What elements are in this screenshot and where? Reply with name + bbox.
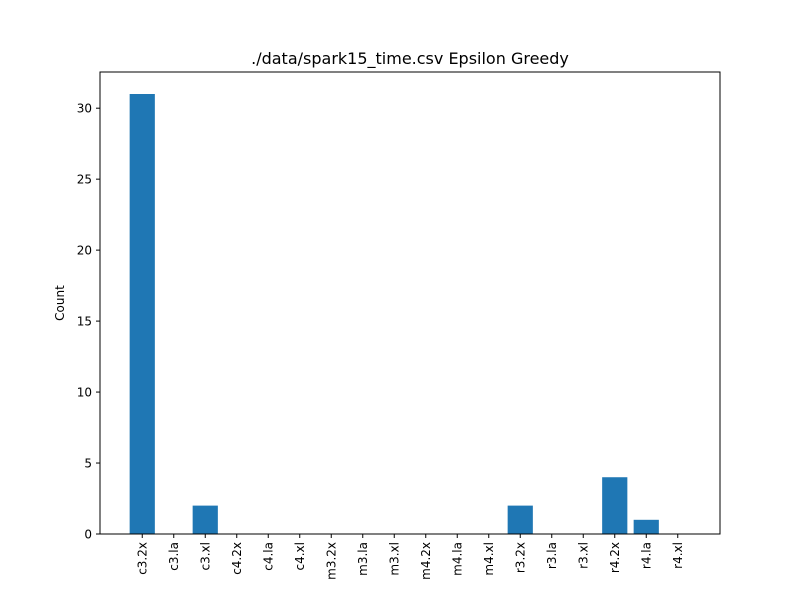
x-tick-label: c3.2x [135, 542, 149, 575]
x-tick-label: c4.xl [293, 542, 307, 570]
bar-r3.2x [507, 505, 533, 534]
x-tick-label: c3.xl [198, 542, 212, 570]
y-tick-label: 30 [77, 102, 92, 116]
y-tick-label: 0 [84, 528, 92, 542]
y-tick-label: 5 [84, 457, 92, 471]
bars-layer [129, 94, 659, 534]
y-tick-label: 25 [77, 173, 92, 187]
y-tick-label: 15 [77, 315, 92, 329]
y-axis: 0 5 10 15 20 25 30 [77, 102, 100, 542]
bar-r4.2x [602, 477, 628, 534]
x-tick-label: m4.xl [482, 542, 496, 576]
x-tick-label: m4.2x [419, 542, 433, 580]
x-tick-label: r4.xl [671, 542, 685, 569]
x-tick-label: m3.la [356, 542, 370, 576]
x-tick-label: r3.2x [513, 542, 527, 573]
x-tick-label: m3.2x [324, 542, 338, 580]
x-tick-label: m4.la [450, 542, 464, 576]
bar-r4.la [633, 519, 659, 534]
bar-c3.xl [192, 505, 218, 534]
x-axis: c3.2x c3.la c3.xl c4.2x c4.la c4.xl m3.2x m3.la… [135, 534, 685, 580]
x-tick-label: c4.2x [230, 542, 244, 575]
plot-area-frame [99, 71, 721, 535]
x-tick-label: r4.la [639, 542, 653, 569]
x-tick-label: c4.la [261, 542, 275, 571]
chart-title: ./data/spark15_time.csv Epsilon Greedy [251, 49, 569, 69]
x-tick-label: r4.2x [608, 542, 622, 573]
bar-c3.2x [129, 94, 155, 534]
x-tick-label: r3.la [545, 542, 559, 569]
y-tick-label: 20 [77, 244, 92, 258]
y-tick-label: 10 [77, 386, 92, 400]
y-axis-label: Count [53, 285, 67, 321]
x-tick-label: r3.xl [576, 542, 590, 569]
x-tick-label: c3.la [167, 542, 181, 571]
x-tick-label: m3.xl [387, 542, 401, 576]
